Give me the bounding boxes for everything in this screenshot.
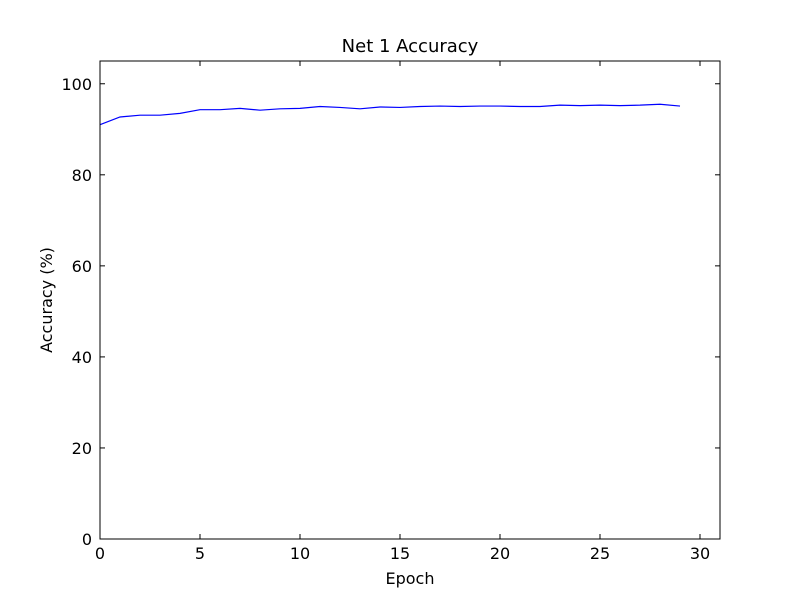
plot-frame: [99, 60, 721, 540]
y-tick-label: 60: [72, 257, 92, 276]
y-tick-label: 20: [72, 439, 92, 458]
x-tick-label: 5: [195, 544, 205, 563]
y-tick-label: 100: [61, 75, 92, 94]
axis-ticks: [99, 61, 720, 540]
axis-tick-labels: 0 5 10 15 20 25 30 0 20 40 60 80 100: [61, 75, 710, 563]
y-tick-label: 0: [82, 530, 92, 549]
x-tick-label: 30: [690, 544, 710, 563]
y-tick-label: 80: [72, 166, 92, 185]
y-tick-label: 40: [72, 348, 92, 367]
chart-title: Net 1 Accuracy: [342, 36, 479, 57]
x-tick-label: 20: [490, 544, 510, 563]
accuracy-line: [99, 103, 681, 126]
plot-lines: [99, 103, 681, 126]
x-tick-label: 0: [95, 544, 105, 563]
y-axis-label: Accuracy (%): [37, 247, 56, 353]
x-axis-label: Epoch: [386, 569, 435, 588]
x-tick-label: 10: [290, 544, 310, 563]
x-tick-label: 25: [590, 544, 610, 563]
x-tick-label: 15: [390, 544, 410, 563]
